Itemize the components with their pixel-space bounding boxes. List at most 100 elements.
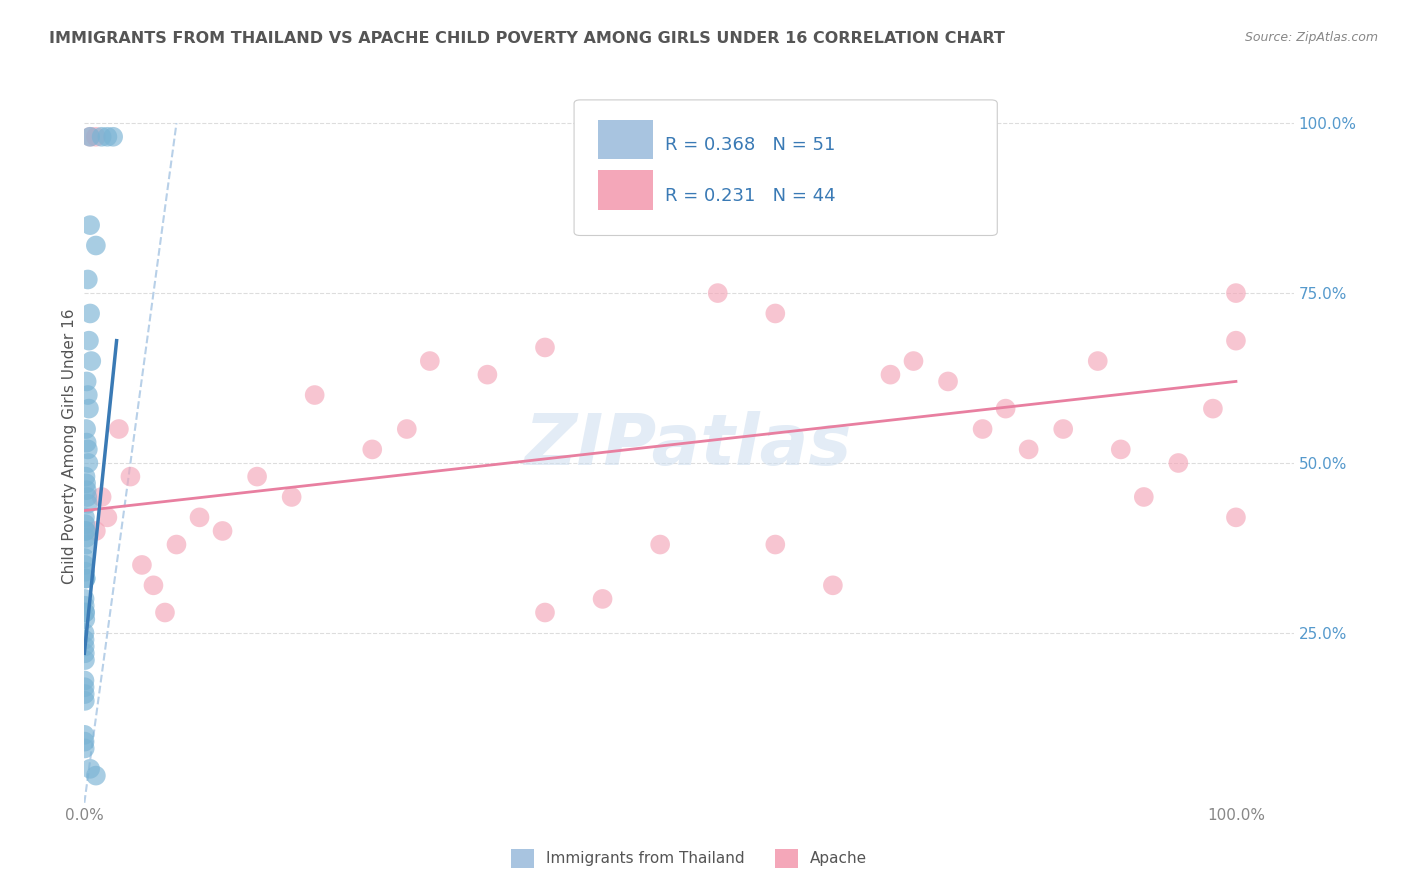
Point <box>73 694 96 708</box>
Point <box>76 435 98 450</box>
Point <box>166 537 188 551</box>
Point <box>73 680 96 694</box>
Point <box>79 218 101 232</box>
Point <box>304 388 326 402</box>
Text: R = 0.368   N = 51: R = 0.368 N = 51 <box>665 136 835 154</box>
Point <box>73 741 96 756</box>
Point <box>73 653 96 667</box>
Point <box>1225 510 1247 524</box>
Point <box>821 578 844 592</box>
Point <box>706 286 728 301</box>
Point <box>153 606 176 620</box>
Point <box>79 306 101 320</box>
Point <box>534 606 557 620</box>
Point <box>76 272 98 286</box>
Point <box>1109 442 1132 457</box>
Point <box>77 456 100 470</box>
Point <box>84 769 107 783</box>
Point <box>1133 490 1156 504</box>
Text: IMMIGRANTS FROM THAILAND VS APACHE CHILD POVERTY AMONG GIRLS UNDER 16 CORRELATIO: IMMIGRANTS FROM THAILAND VS APACHE CHILD… <box>49 31 1005 46</box>
Point <box>73 734 96 748</box>
Point <box>101 129 124 144</box>
Point <box>821 198 844 212</box>
Text: ZIPatlas: ZIPatlas <box>526 411 852 481</box>
Point <box>75 612 97 626</box>
FancyBboxPatch shape <box>599 170 652 210</box>
Point <box>84 129 107 144</box>
Point <box>936 375 959 389</box>
Point <box>73 606 96 620</box>
Point <box>592 591 614 606</box>
Point <box>76 442 98 457</box>
Point <box>73 510 96 524</box>
Point <box>76 497 98 511</box>
Point <box>80 354 103 368</box>
Point <box>280 490 302 504</box>
Point <box>75 469 97 483</box>
Point <box>90 490 112 504</box>
Point <box>75 531 97 545</box>
Point <box>79 129 101 144</box>
Point <box>650 537 672 551</box>
Point <box>76 483 98 498</box>
Point <box>361 442 384 457</box>
Point <box>1018 442 1040 457</box>
Point <box>994 401 1017 416</box>
Point <box>73 646 96 660</box>
Point <box>79 762 101 776</box>
Point <box>419 354 441 368</box>
Point <box>131 558 153 572</box>
Point <box>75 572 97 586</box>
Point <box>75 517 97 532</box>
Point <box>1225 286 1247 301</box>
Point <box>96 129 118 144</box>
Point <box>1087 354 1109 368</box>
Text: Source: ZipAtlas.com: Source: ZipAtlas.com <box>1244 31 1378 45</box>
Point <box>75 524 97 538</box>
Point <box>77 334 100 348</box>
Point <box>73 687 96 701</box>
Point <box>903 354 925 368</box>
Point <box>763 306 786 320</box>
Point <box>75 606 97 620</box>
Point <box>1052 422 1074 436</box>
Point <box>1202 401 1225 416</box>
Point <box>108 422 131 436</box>
FancyBboxPatch shape <box>574 100 997 235</box>
Point <box>75 524 97 538</box>
Point <box>76 537 98 551</box>
Point <box>77 401 100 416</box>
Point <box>73 599 96 613</box>
Point <box>188 510 211 524</box>
Point <box>120 469 142 483</box>
Y-axis label: Child Poverty Among Girls Under 16: Child Poverty Among Girls Under 16 <box>62 309 77 583</box>
Point <box>395 422 418 436</box>
Point <box>763 537 786 551</box>
Point <box>73 626 96 640</box>
Text: R = 0.231   N = 44: R = 0.231 N = 44 <box>665 187 835 205</box>
Point <box>73 551 96 566</box>
FancyBboxPatch shape <box>599 120 652 159</box>
Point <box>534 341 557 355</box>
Point <box>1225 334 1247 348</box>
Point <box>76 490 98 504</box>
Point <box>75 565 97 579</box>
Point <box>76 375 98 389</box>
Legend: Immigrants from Thailand, Apache: Immigrants from Thailand, Apache <box>505 843 873 873</box>
Point <box>211 524 233 538</box>
Point <box>1167 456 1189 470</box>
Point <box>246 469 269 483</box>
Point <box>73 591 96 606</box>
Point <box>84 238 107 252</box>
Point <box>90 129 112 144</box>
Point <box>477 368 499 382</box>
Point <box>879 368 901 382</box>
Point <box>73 640 96 654</box>
Point <box>142 578 165 592</box>
Point <box>73 673 96 688</box>
Point <box>75 422 97 436</box>
Point <box>75 476 97 491</box>
Point <box>73 728 96 742</box>
Point <box>75 572 97 586</box>
Point <box>972 422 994 436</box>
